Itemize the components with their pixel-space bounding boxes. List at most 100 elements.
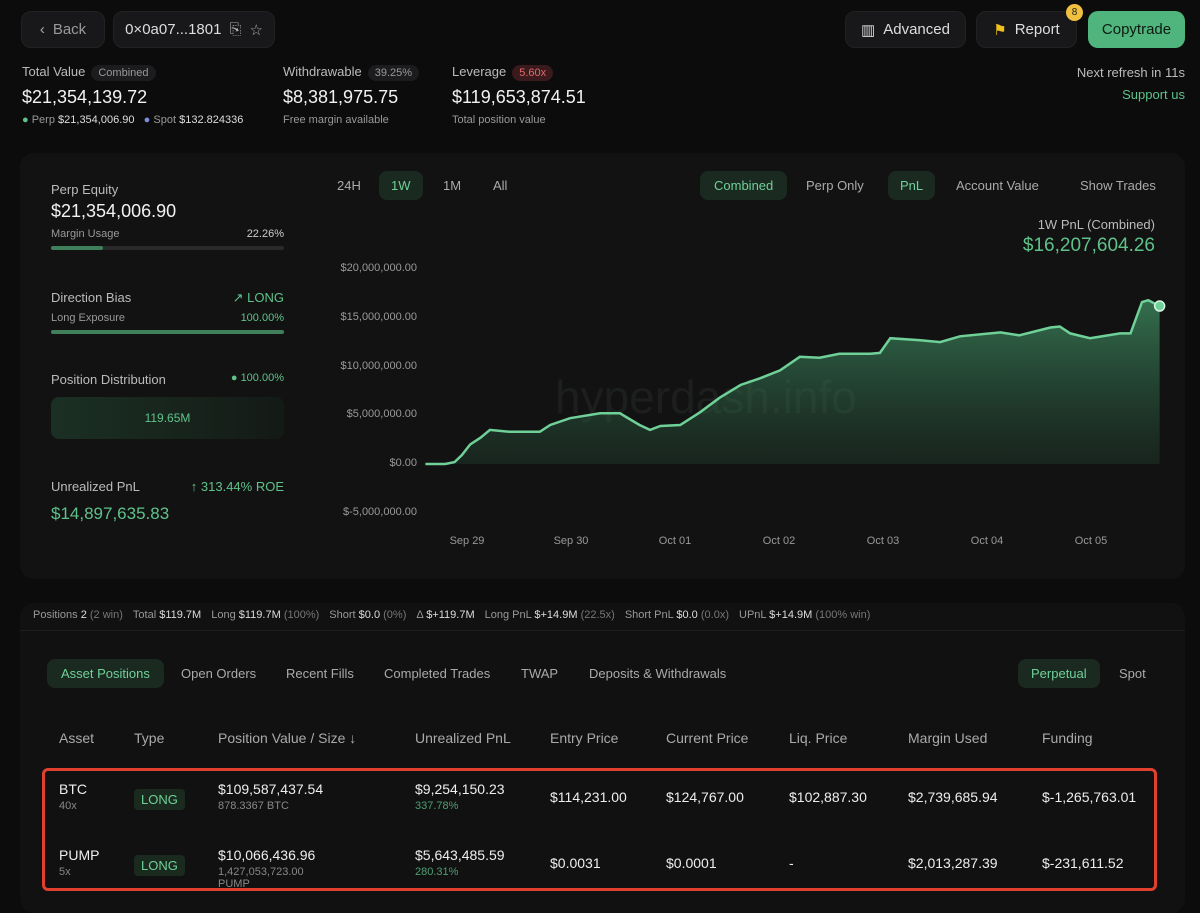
metric-pnl[interactable]: PnL — [888, 171, 936, 200]
upnl-label: Unrealized PnL — [51, 479, 140, 494]
back-button[interactable]: ‹ Back — [21, 11, 105, 48]
summary-item: Short PnL $0.0 (0.0x) — [625, 609, 729, 621]
leverage-stat: Leverage 5.60x $119,653,874.51 Total posi… — [452, 64, 586, 126]
summary-value: $119.7M — [159, 609, 202, 621]
direction-value: LONG — [247, 290, 284, 305]
funding-cell: $-231,611.52 — [1042, 855, 1124, 871]
summary-key: Short — [329, 609, 356, 621]
copytrade-button[interactable]: Copytrade — [1088, 11, 1185, 48]
y-tick-label: $5,000,000.00 — [346, 408, 417, 421]
range-1m[interactable]: 1M — [443, 178, 462, 193]
summary-key: Positions — [33, 609, 78, 621]
current-cell: $0.0001 — [666, 855, 717, 871]
trend-up-icon: ↗ — [232, 290, 244, 305]
margin-usage-label: Margin Usage — [51, 228, 120, 240]
leverage-value: $119,653,874.51 — [452, 87, 586, 107]
report-button[interactable]: ⚑ Report — [976, 11, 1077, 48]
withdrawable-stat: Withdrawable 39.25% $8,381,975.75 Free ma… — [283, 64, 420, 126]
column-header: Unrealized PnL — [415, 730, 511, 746]
liq-cell: $102,887.30 — [789, 789, 867, 805]
y-tick-label: $0.00 — [389, 457, 417, 469]
label: Withdrawable — [283, 64, 362, 79]
show-trades-toggle[interactable]: Show Trades — [1080, 178, 1156, 193]
margin-usage-bar — [51, 246, 284, 250]
range-1w[interactable]: 1W — [379, 171, 423, 200]
y-tick-label: $10,000,000.00 — [340, 359, 417, 372]
summary-key: UPnL — [739, 609, 767, 621]
tab-twap[interactable]: TWAP — [521, 666, 559, 681]
summary-key: Short PnL — [624, 609, 674, 621]
distribution-label: Position Distribution — [51, 372, 166, 387]
summary-item: Long PnL $+14.9M (22.5x) — [485, 609, 615, 621]
summary-value: $+14.9M — [534, 609, 578, 621]
distribution-pct: 100.00% — [240, 372, 284, 384]
upnl-value: $14,897,635.83 — [51, 504, 170, 523]
margin-cell: $2,739,685.94 — [908, 789, 998, 805]
withdrawable-value: $8,381,975.75 — [283, 87, 399, 107]
summary-value: 2 — [80, 609, 87, 621]
asset-name: PUMP — [59, 847, 100, 863]
pnl-line — [425, 298, 1161, 466]
spot-label: Spot — [153, 114, 177, 126]
address-chip: 0×0a07...1801 ⎘ ☆ — [113, 11, 275, 48]
range-all[interactable]: All — [493, 178, 508, 193]
mode-combined[interactable]: Combined — [700, 171, 788, 200]
bar-chart-icon: ▥ — [861, 21, 876, 39]
next-refresh: Next refresh in 11s — [1076, 65, 1185, 80]
star-icon[interactable]: ☆ — [249, 21, 263, 39]
support-link[interactable]: Support us — [1122, 87, 1185, 102]
entry-cell: $0.0031 — [550, 855, 601, 871]
summary-extra: (100%) — [283, 609, 320, 621]
withdrawable-pill: 39.25% — [367, 65, 420, 81]
pnl-end-point[interactable] — [1153, 300, 1166, 312]
tab-deposits-withdrawals[interactable]: Deposits & Withdrawals — [589, 666, 727, 681]
metric-account-value[interactable]: Account Value — [956, 178, 1039, 193]
withdrawable-sub: Free margin available — [283, 114, 389, 126]
column-header: Funding — [1042, 730, 1093, 746]
x-tick-label: Sep 30 — [553, 535, 589, 547]
position-value-cell: $10,066,436.96 1,427,053,723.00 PUMP — [218, 847, 315, 890]
tab-recent-fills[interactable]: Recent Fills — [286, 666, 354, 681]
summary-key: Long PnL — [484, 609, 532, 621]
copy-icon[interactable]: ⎘ — [229, 21, 242, 38]
upnl-cell: $9,254,150.23 337.78% — [415, 781, 505, 812]
spot-value: $132.824336 — [179, 114, 244, 126]
column-header: Asset — [59, 730, 95, 746]
x-tick-label: Oct 04 — [970, 535, 1004, 547]
upnl-pct: 280.31% — [415, 866, 459, 878]
divider — [20, 630, 1185, 631]
long-exposure-bar — [51, 330, 284, 334]
type-badge: LONG — [134, 855, 185, 876]
upnl-cell: $5,643,485.59 280.31% — [415, 847, 505, 878]
tab-asset-positions[interactable]: Asset Positions — [47, 659, 164, 688]
asset-leverage: 40x — [59, 800, 77, 812]
total-value-stat: Total Value Combined $21,354,139.72 ● Per… — [22, 64, 244, 126]
tab-open-orders[interactable]: Open Orders — [181, 666, 257, 681]
perp-equity-label: Perp Equity — [51, 182, 119, 197]
summary-value: $0.0 — [358, 609, 381, 621]
position-value-cell: $109,587,437.54 878.3367 BTC — [218, 781, 323, 812]
column-header[interactable]: Position Value / Size ↓ — [218, 730, 357, 746]
summary-item: UPnL $+14.9M (100% win) — [739, 609, 870, 621]
long-exposure-label: Long Exposure — [51, 312, 125, 324]
tab-spot[interactable]: Spot — [1119, 666, 1146, 681]
leverage-sub: Total position value — [452, 114, 546, 126]
pnl-value: $16,207,604.26 — [1022, 235, 1155, 256]
distribution-bar[interactable]: 119.65M — [51, 397, 284, 439]
x-tick-label: Oct 01 — [658, 535, 692, 547]
entry-cell: $114,231.00 — [550, 789, 627, 805]
y-tick-label: $-5,000,000.00 — [342, 505, 417, 518]
advanced-button[interactable]: ▥ Advanced — [845, 11, 966, 48]
position-size: 1,427,053,723.00 PUMP — [218, 866, 304, 890]
tab-perpetual[interactable]: Perpetual — [1018, 659, 1100, 688]
mode-perp-only[interactable]: Perp Only — [806, 178, 864, 193]
summary-extra: (22.5x) — [580, 609, 615, 621]
positions-summary: Positions 2 (2 win) Total $119.7M Long $11… — [33, 609, 880, 621]
label: Leverage — [452, 64, 507, 79]
funding-cell: $-1,265,763.01 — [1042, 789, 1137, 805]
range-24h[interactable]: 24H — [337, 178, 361, 193]
column-header: Entry Price — [550, 730, 619, 746]
tab-completed-trades[interactable]: Completed Trades — [384, 666, 491, 681]
upnl-value: $5,643,485.59 — [415, 847, 505, 863]
